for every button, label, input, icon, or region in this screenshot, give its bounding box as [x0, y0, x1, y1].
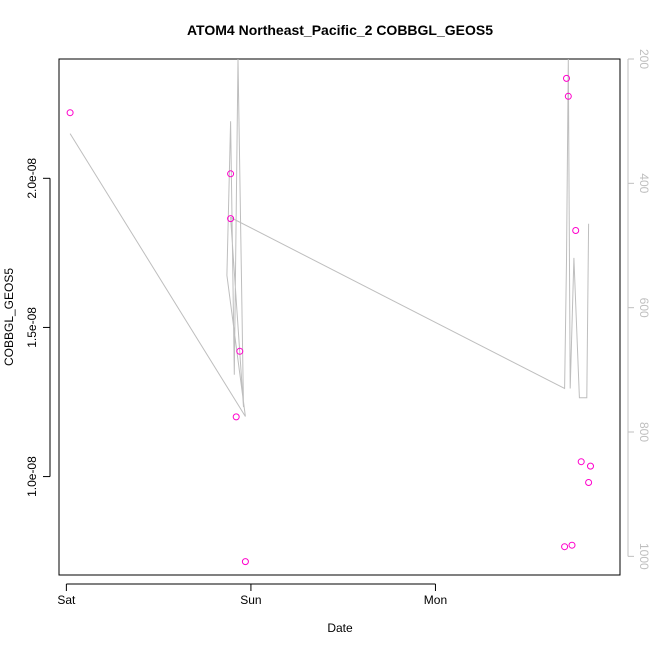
y-tick-label: 1.0e-08: [25, 456, 39, 497]
data-point-4: [232, 413, 240, 421]
x-tick-label: Sun: [240, 593, 261, 607]
y2-tick-label: 600: [637, 298, 650, 318]
data-point-9: [577, 458, 585, 466]
data-point-5: [241, 558, 249, 566]
data-point-2: [227, 215, 235, 223]
y2-tick-label: 800: [637, 422, 650, 442]
y2-tick-label: 400: [637, 173, 650, 193]
data-point-8: [572, 227, 580, 234]
data-point-1: [227, 170, 235, 178]
data-point-3: [236, 347, 244, 355]
x-tick-label: Sat: [57, 593, 76, 607]
y-axis: 1.0e-08 1.5e-08 2.0e-08: [25, 158, 51, 497]
x-axis: Sat Sun Mon: [57, 583, 447, 607]
data-point-7: [564, 92, 572, 100]
x-axis-label: Date: [327, 621, 353, 635]
data-point-13: [568, 541, 576, 549]
plot-area-frame: [58, 58, 621, 576]
data-point-10: [585, 479, 593, 486]
right-pressure-axis: 200 400 600 800 1000: [627, 49, 650, 570]
y2-tick-label: 1000: [637, 543, 650, 570]
points-layer: [66, 74, 594, 566]
data-point-6: [563, 74, 570, 82]
data-point-12: [561, 543, 569, 551]
y-tick-label: 1.5e-08: [25, 307, 39, 348]
data-point-0: [66, 109, 74, 117]
y-axis-label: COBBGL_GEOS5: [2, 268, 16, 366]
y2-tick-label: 200: [637, 49, 650, 69]
y-tick-label: 2.0e-08: [25, 158, 39, 199]
x-tick-label: Mon: [424, 593, 447, 607]
chart-title: ATOM4 Northeast_Pacific_2 COBBGL_GEOS5: [187, 22, 493, 38]
data-point-11: [587, 462, 594, 470]
pressure-series-line: [69, 58, 590, 417]
pressure-line-layer: [69, 58, 590, 417]
